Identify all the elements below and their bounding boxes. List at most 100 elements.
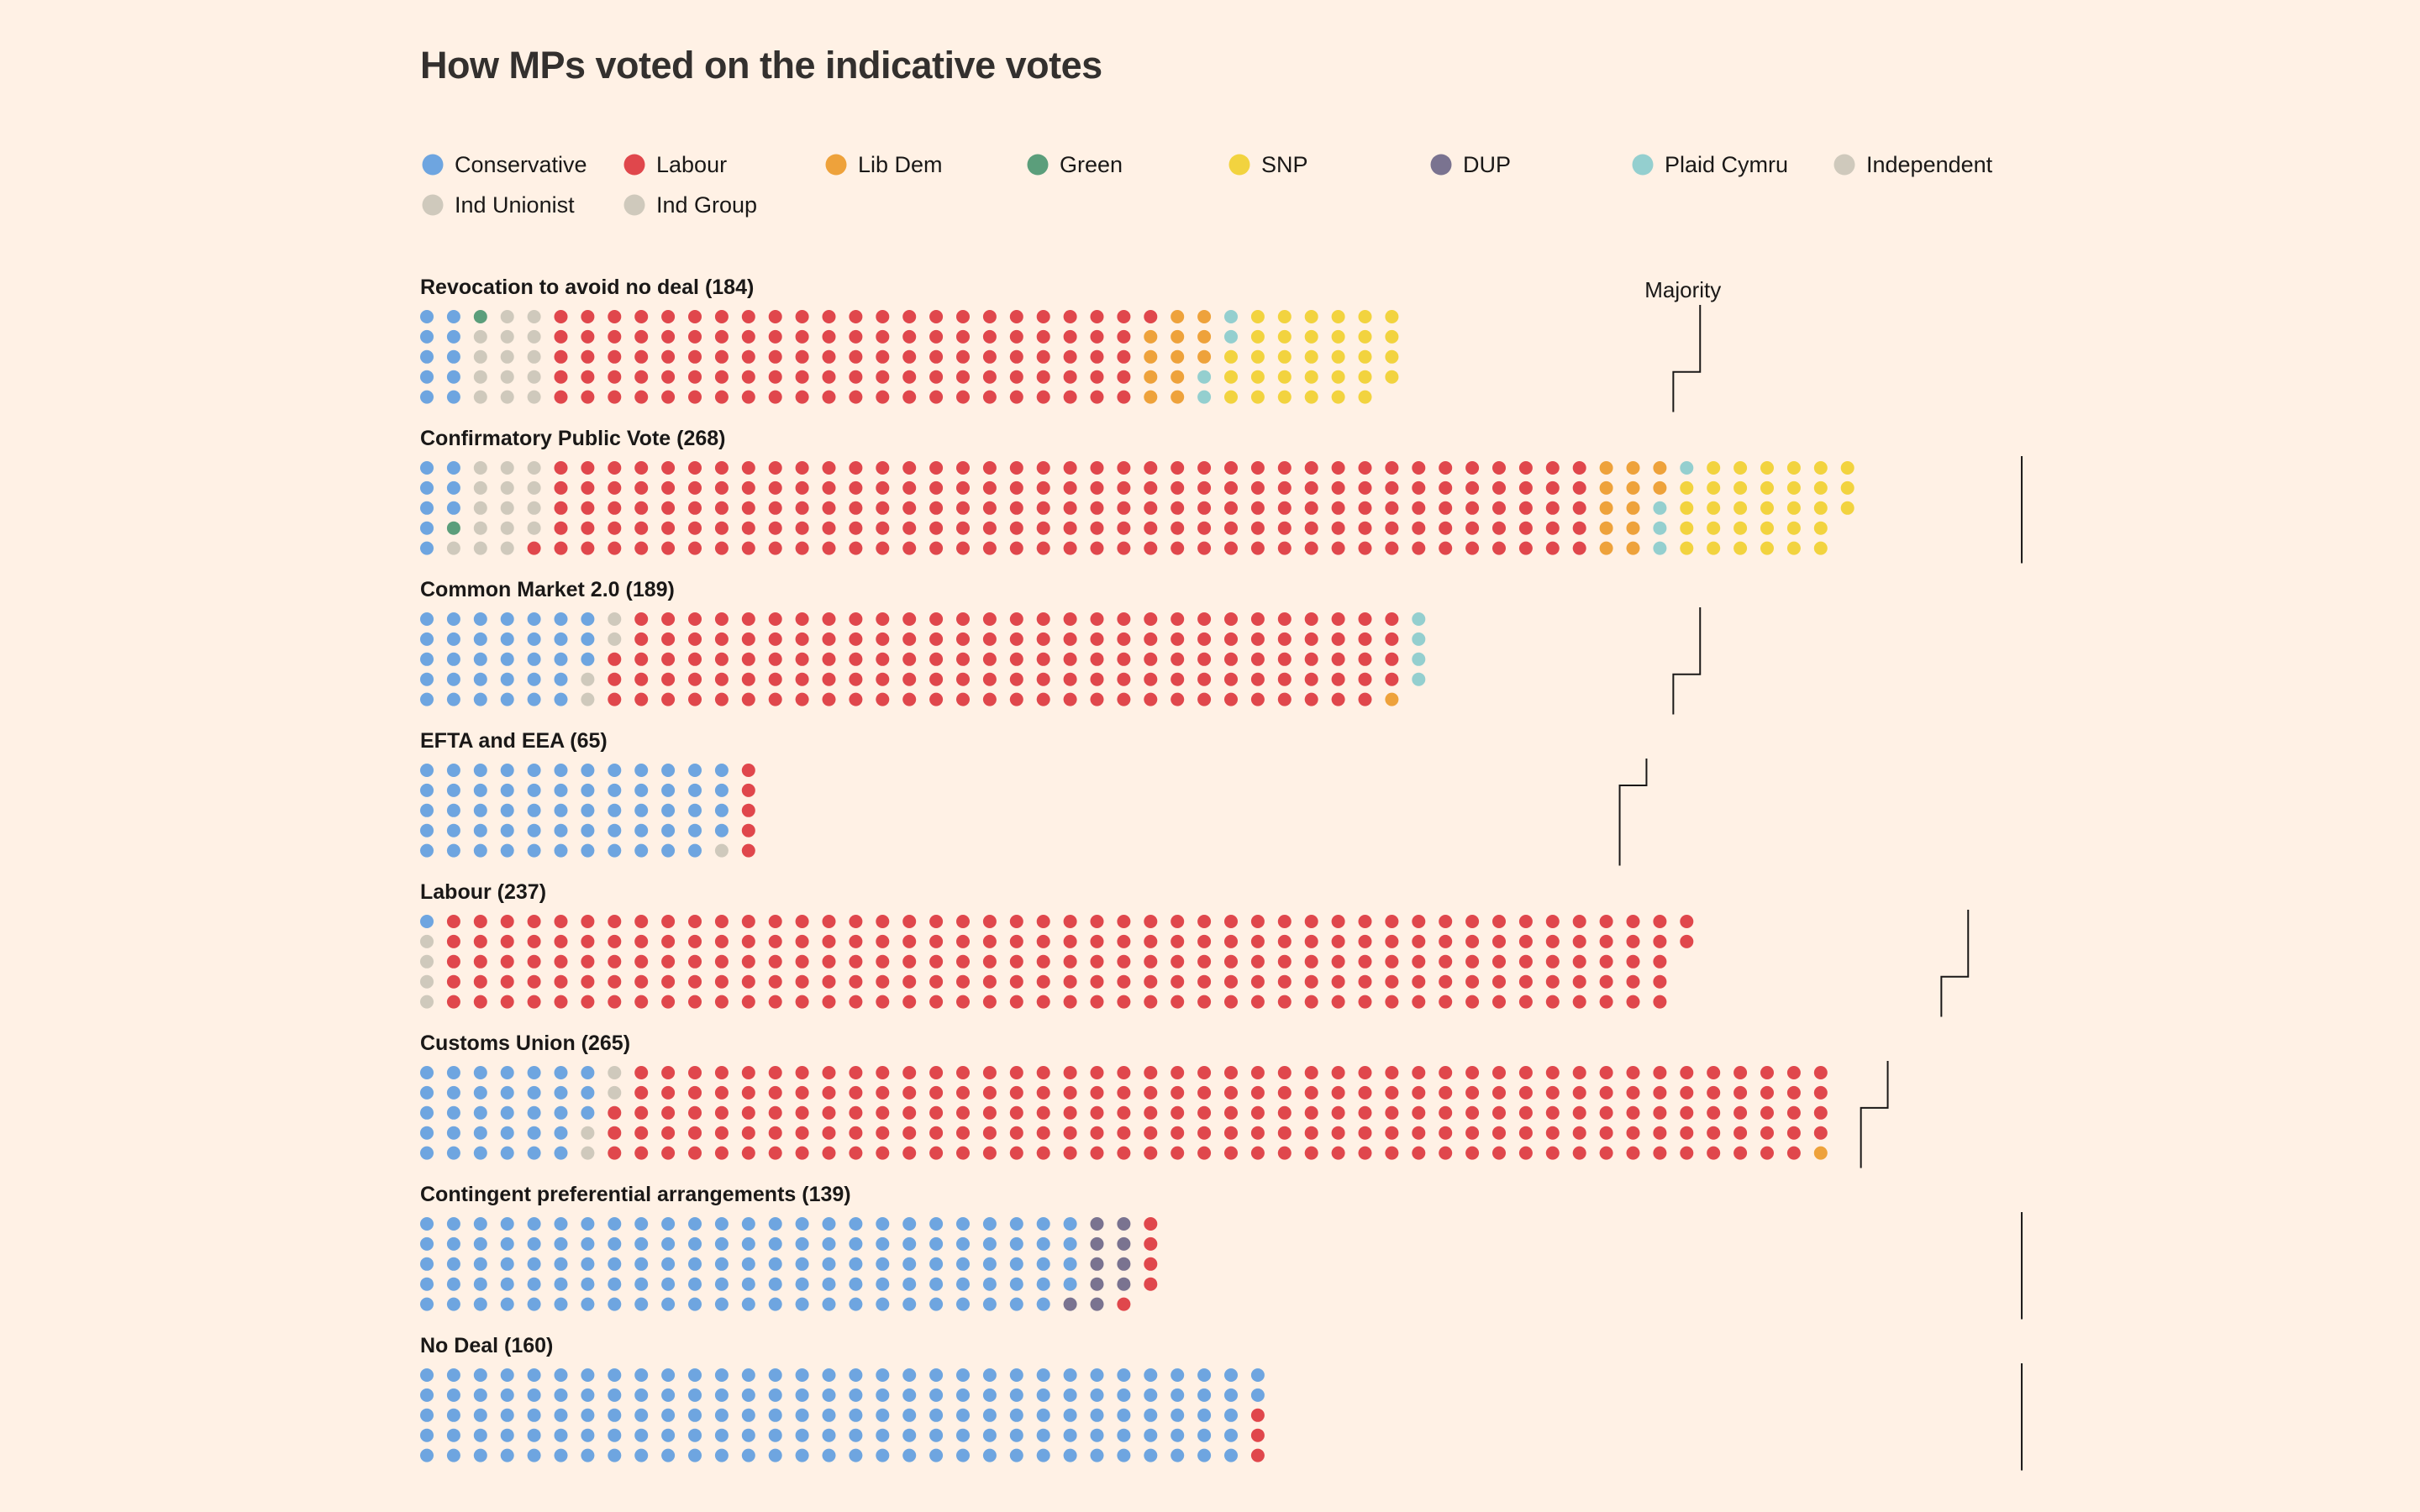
- vote-dot-lab: [1358, 632, 1372, 646]
- vote-dot-lab: [1171, 1066, 1185, 1079]
- vote-dot-lab: [1063, 461, 1077, 475]
- vote-dot-con: [849, 1448, 863, 1462]
- vote-label: EFTA and EEA (65): [420, 729, 608, 753]
- vote-dot-lab: [768, 461, 782, 475]
- vote-dot-lab: [1197, 1126, 1212, 1140]
- vote-dot-con: [420, 541, 434, 555]
- vote-dot-con: [822, 1277, 836, 1291]
- vote-dot-lab: [741, 390, 755, 404]
- vote-dot-lab: [1545, 934, 1560, 948]
- vote-dot-lab: [1304, 1126, 1318, 1140]
- vote-dot-lab: [741, 1126, 755, 1140]
- vote-dot-con: [554, 1388, 568, 1402]
- vote-dot-lab: [661, 1085, 676, 1100]
- vote-dot-lab: [608, 461, 622, 475]
- vote-dot-lab: [661, 1146, 676, 1160]
- vote-dot-con: [634, 764, 649, 777]
- vote-dot-snp: [1733, 541, 1748, 555]
- vote-dot-con: [554, 1277, 568, 1291]
- vote-dot-lab: [1117, 310, 1131, 323]
- vote-dot-con: [473, 803, 487, 817]
- vote-dot-ld: [1599, 480, 1613, 495]
- vote-dot-con: [849, 1277, 863, 1291]
- vote-dot-lab: [1063, 1146, 1077, 1160]
- vote-dot-con: [446, 1368, 460, 1382]
- vote-dot-lab: [1090, 541, 1104, 555]
- vote-dot-lab: [714, 370, 729, 384]
- vote-dot-lab: [902, 995, 917, 1009]
- vote-dot-lab: [1171, 1126, 1185, 1140]
- vote-dot-lab: [1786, 1126, 1801, 1140]
- vote-dot-lab: [1358, 1066, 1372, 1079]
- vote-dot-ind: [473, 349, 487, 364]
- vote-dot-lab: [634, 390, 649, 404]
- vote-dot-lab: [902, 461, 917, 475]
- vote-dot-lab: [1277, 1126, 1292, 1140]
- vote-dot-lab: [661, 974, 676, 989]
- vote-dot-con: [876, 1388, 890, 1402]
- vote-dot-con: [420, 612, 434, 626]
- vote-dot-con: [500, 1408, 514, 1422]
- vote-dot-lab: [661, 1105, 676, 1120]
- vote-dot-lab: [473, 915, 487, 928]
- vote-dot-con: [768, 1236, 782, 1251]
- vote-dot-lab: [1250, 461, 1265, 475]
- vote-dot-lab: [1197, 1105, 1212, 1120]
- vote-dot-lab: [1036, 1066, 1050, 1079]
- vote-dot-con: [768, 1297, 782, 1311]
- vote-dot-lab: [1572, 461, 1586, 475]
- vote-dot-lab: [1412, 954, 1426, 969]
- vote-dot-lab: [1572, 1146, 1586, 1160]
- vote-dot-lab: [1063, 612, 1077, 626]
- vote-dot-con: [420, 1126, 434, 1140]
- vote-dot-con: [473, 1126, 487, 1140]
- vote-dot-lab: [1304, 632, 1318, 646]
- vote-dot-lab: [1680, 1146, 1694, 1160]
- vote-dot-lab: [634, 1085, 649, 1100]
- vote-dot-lab: [902, 1105, 917, 1120]
- vote-dot-lab: [1545, 461, 1560, 475]
- vote-dot-lab: [902, 370, 917, 384]
- vote-dot-lab: [902, 632, 917, 646]
- vote-dot-con: [581, 612, 595, 626]
- vote-dot-lab: [1626, 1105, 1640, 1120]
- vote-dot-con: [661, 1388, 676, 1402]
- vote-dot-lab: [1599, 995, 1613, 1009]
- vote-dot-ind: [581, 672, 595, 686]
- vote-dot-lab: [1117, 915, 1131, 928]
- vote-dot-con: [1063, 1277, 1077, 1291]
- vote-dot-lab: [741, 612, 755, 626]
- vote-dot-con: [608, 1388, 622, 1402]
- vote-dot-ld: [1599, 461, 1613, 475]
- vote-dot-lab: [741, 1066, 755, 1079]
- vote-dot-lab: [500, 974, 514, 989]
- vote-dot-con: [608, 1368, 622, 1382]
- vote-dot-lab: [1385, 1105, 1399, 1120]
- vote-dot-lab: [902, 480, 917, 495]
- vote-dot-pc: [1412, 612, 1426, 626]
- vote-dot-con: [795, 1217, 809, 1231]
- vote-dot-lab: [1197, 995, 1212, 1009]
- vote-row: Common Market 2.0 (189): [420, 578, 1426, 706]
- vote-dot-lab: [581, 349, 595, 364]
- vote-dot-lab: [714, 521, 729, 535]
- vote-dot-con: [500, 1297, 514, 1311]
- vote-dot-con: [1171, 1368, 1185, 1382]
- vote-dot-ind: [473, 480, 487, 495]
- vote-dot-lab: [1197, 480, 1212, 495]
- vote-dot-lab: [876, 329, 890, 344]
- vote-dot-lab: [849, 1146, 863, 1160]
- vote-dot-lab: [768, 521, 782, 535]
- vote-dot-lab: [822, 692, 836, 706]
- vote-dot-lab: [1518, 461, 1533, 475]
- vote-dot-lab: [982, 652, 997, 666]
- vote-dot-lab: [768, 995, 782, 1009]
- vote-dot-lab: [1171, 692, 1185, 706]
- vote-dot-dup: [1090, 1236, 1104, 1251]
- vote-dot-lab: [1250, 954, 1265, 969]
- vote-dot-snp: [1277, 310, 1292, 323]
- vote-row: Customs Union (265): [420, 1032, 1828, 1160]
- vote-row: EFTA and EEA (65): [420, 729, 755, 858]
- vote-dot-snp: [1304, 370, 1318, 384]
- vote-dot-lab: [1518, 915, 1533, 928]
